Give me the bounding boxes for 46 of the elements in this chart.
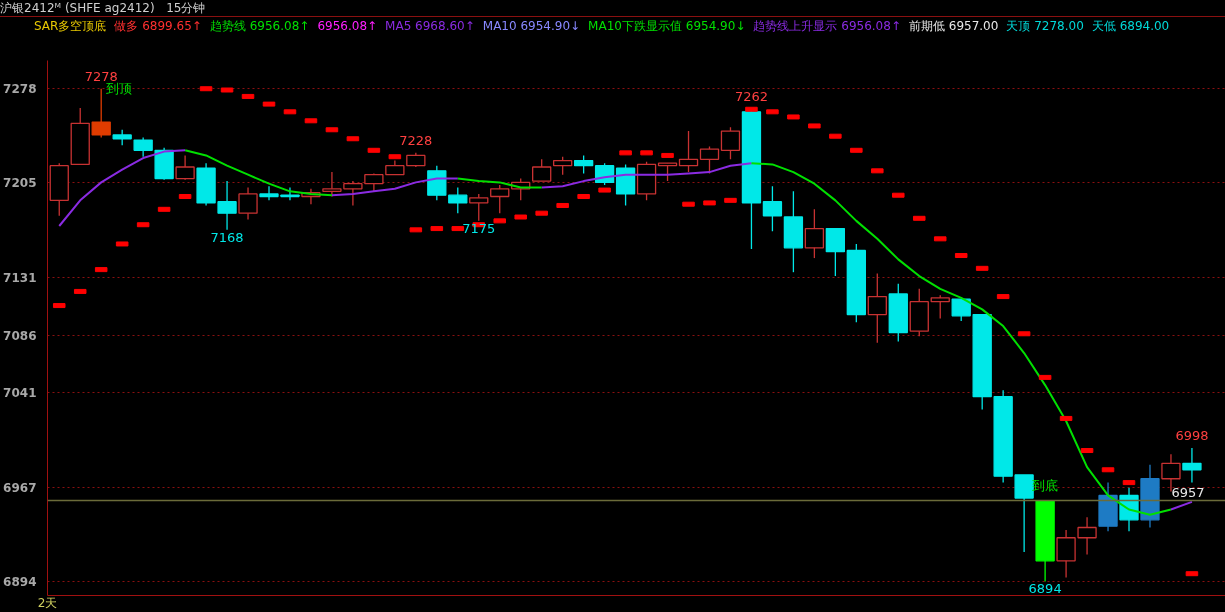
annotation: 6894: [1028, 581, 1062, 597]
text: MA10下跌显示值 6954.90↓: [588, 19, 746, 33]
x-axis-title: 2天: [37, 595, 58, 610]
candlestick: [469, 193, 489, 222]
candlestick: [678, 130, 699, 173]
text: 趋势线上升显示 6956.08↑: [753, 19, 901, 33]
candlestick: [532, 158, 552, 182]
annotation: 7168: [210, 229, 244, 245]
candlestick: [720, 126, 741, 160]
annotation: 7262: [734, 89, 768, 105]
candlestick: [930, 294, 950, 320]
y-tick-label: 6967: [3, 481, 37, 496]
y-tick-label: 7278: [3, 82, 37, 97]
annotation: 6998: [1175, 427, 1209, 443]
candlestick: [951, 298, 971, 322]
candlestick: [1077, 516, 1097, 556]
text: 前期低 6957.00: [908, 19, 999, 33]
candlestick: [1056, 529, 1076, 579]
candlestick: [867, 272, 887, 344]
text: 做多 6899.65↑: [114, 19, 202, 33]
candlestick: [448, 186, 468, 214]
text: 6956.08↑: [317, 19, 378, 33]
y-tick-label: 7205: [3, 175, 37, 190]
y-tick-label: 7041: [3, 386, 37, 401]
candlestick: [762, 185, 783, 232]
ref-line-label: 6957: [1171, 484, 1205, 500]
candlestick: [490, 184, 510, 214]
candlestick: [804, 208, 825, 259]
annotation: 到顶: [106, 81, 133, 97]
text: 趋势线 6956.08↑: [209, 19, 310, 33]
y-tick-label: 6894: [3, 574, 37, 589]
text: MA5 6968.60↑: [385, 19, 475, 33]
candlestick: [343, 180, 363, 207]
text: 天低 6894.00: [1091, 19, 1170, 33]
annotation: 7228: [399, 132, 433, 148]
candlestick: [825, 227, 846, 277]
candlestick: [238, 186, 258, 221]
text: SAR多空顶底: [34, 19, 107, 33]
text: 天顶 7278.00: [1006, 19, 1084, 33]
chart-title: 沪银2412ᴹ (SHFE ag2412) 15分钟: [0, 1, 206, 15]
candlestick: [1182, 447, 1202, 484]
candlestick: [175, 154, 195, 181]
y-tick-label: 7131: [3, 270, 37, 285]
y-tick-label: 7086: [3, 328, 37, 343]
annotation: 7175: [462, 220, 496, 236]
text: MA10 6954.90↓: [482, 19, 581, 33]
